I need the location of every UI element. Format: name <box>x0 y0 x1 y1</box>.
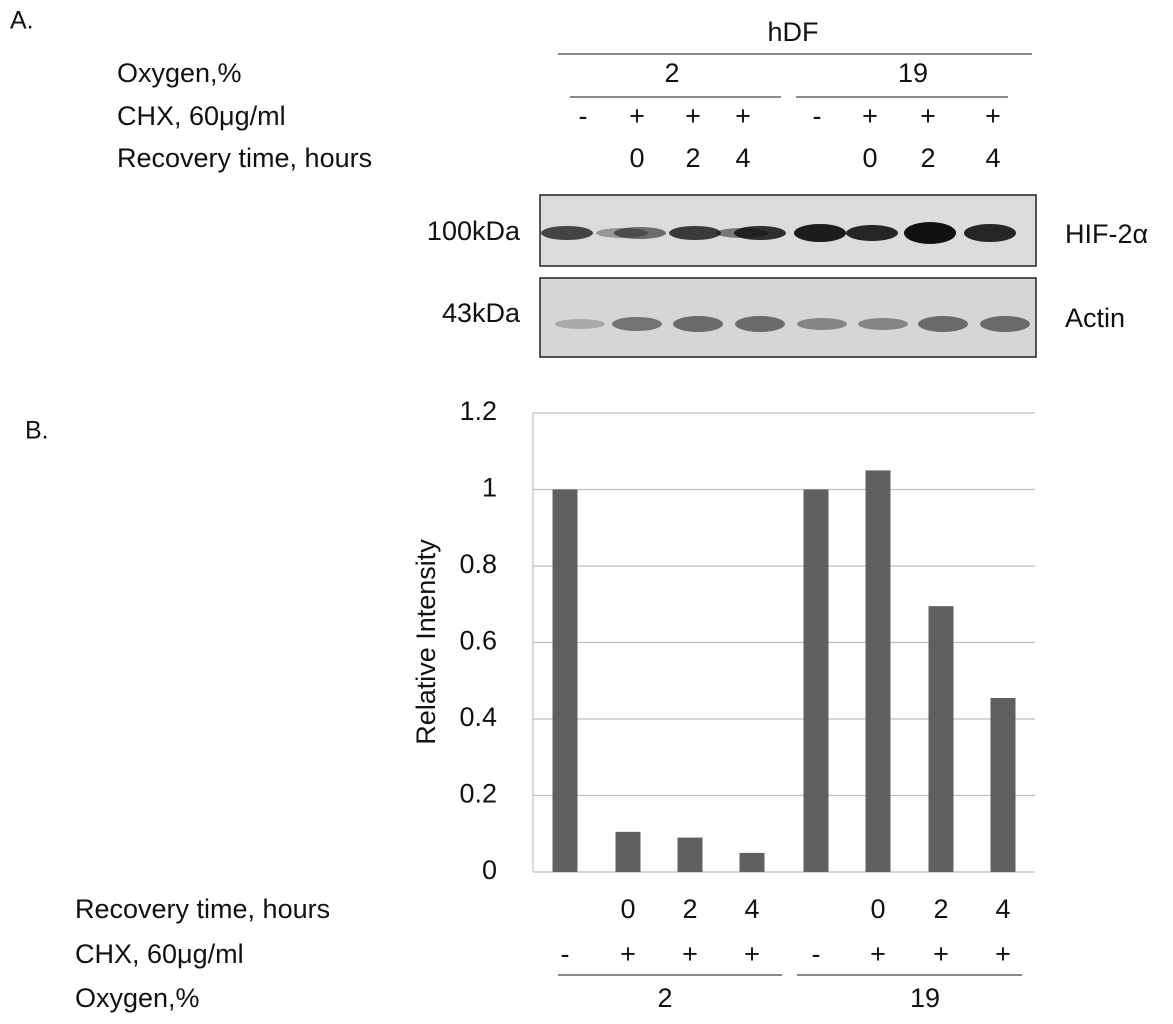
blot <box>540 278 1036 357</box>
blot-band <box>555 319 605 329</box>
row-label: Recovery time, hours <box>117 143 372 173</box>
blot-protein: Actin <box>1065 303 1125 333</box>
recovery-time: 4 <box>735 143 750 173</box>
chx-sign: + <box>920 101 936 131</box>
chx-sign: - <box>561 939 570 969</box>
figure: A. hDF Oxygen,% CHX, 60μg/ml Recovery ti… <box>0 0 1173 1019</box>
chx-sign: - <box>813 101 822 131</box>
y-tick-label: 1 <box>482 473 497 503</box>
row-label: Recovery time, hours <box>75 894 330 924</box>
chx-sign: + <box>870 939 886 969</box>
recovery-time: 2 <box>685 143 700 173</box>
oxygen-group: 19 <box>898 58 928 88</box>
y-tick-label: 0.2 <box>459 779 497 809</box>
blot-protein: HIF-2α <box>1065 219 1148 249</box>
y-axis-label: Relative Intensity <box>411 539 441 745</box>
recovery-time: 4 <box>995 894 1010 924</box>
blot-band <box>734 226 786 240</box>
blot-band <box>612 317 662 331</box>
recovery-time: 4 <box>985 143 1000 173</box>
chx-sign: - <box>579 101 588 131</box>
blot-band <box>794 224 846 242</box>
bar <box>616 832 641 872</box>
blot-band <box>735 316 785 332</box>
bar <box>678 838 703 872</box>
row-label: CHX, 60μg/ml <box>117 101 286 131</box>
blot-band <box>980 316 1030 332</box>
recovery-time: 0 <box>870 894 885 924</box>
y-tick-label: 0.8 <box>459 549 497 579</box>
chx-sign: + <box>985 101 1001 131</box>
chx-sign: + <box>744 939 760 969</box>
y-tick-label: 1.2 <box>459 396 497 426</box>
y-tick-label: 0.4 <box>459 702 497 732</box>
panel-label: A. <box>10 7 34 35</box>
chx-sign: + <box>995 939 1011 969</box>
blot-band <box>858 318 908 330</box>
group-label: hDF <box>767 17 818 47</box>
recovery-time: 0 <box>862 143 877 173</box>
blot-band <box>846 225 898 241</box>
row-label: Oxygen,% <box>75 983 200 1013</box>
chx-sign: + <box>862 101 878 131</box>
y-tick-label: 0 <box>482 855 497 885</box>
blot-band <box>669 226 721 240</box>
blot-band <box>541 226 593 240</box>
bar <box>553 490 578 873</box>
chx-sign: - <box>812 939 821 969</box>
chx-sign: + <box>620 939 636 969</box>
chx-sign: + <box>685 101 701 131</box>
blot-band <box>964 224 1016 242</box>
bar <box>804 490 829 873</box>
chx-sign: + <box>735 101 751 131</box>
blot-size: 43kDa <box>442 298 521 328</box>
row-label: CHX, 60μg/ml <box>75 939 244 969</box>
row-label: Oxygen,% <box>117 58 242 88</box>
panel-label: B. <box>25 417 49 445</box>
blot-band <box>614 227 666 239</box>
chx-sign: + <box>933 939 949 969</box>
bar <box>866 470 891 872</box>
oxygen-group: 2 <box>657 983 672 1013</box>
blot-band <box>797 318 847 330</box>
chx-sign: + <box>629 101 645 131</box>
blot-size: 100kDa <box>427 216 521 246</box>
oxygen-group: 2 <box>664 58 679 88</box>
chx-sign: + <box>682 939 698 969</box>
bar <box>991 698 1016 872</box>
recovery-time: 2 <box>933 894 948 924</box>
recovery-time: 2 <box>682 894 697 924</box>
bar <box>740 853 765 872</box>
recovery-time: 0 <box>620 894 635 924</box>
blot-band <box>673 316 723 332</box>
bar <box>929 606 954 872</box>
y-tick-label: 0.6 <box>459 626 497 656</box>
recovery-time: 4 <box>744 894 759 924</box>
recovery-time: 2 <box>920 143 935 173</box>
blot-band <box>918 316 968 332</box>
recovery-time: 0 <box>629 143 644 173</box>
oxygen-group: 19 <box>910 983 940 1013</box>
blot-band <box>904 222 956 244</box>
